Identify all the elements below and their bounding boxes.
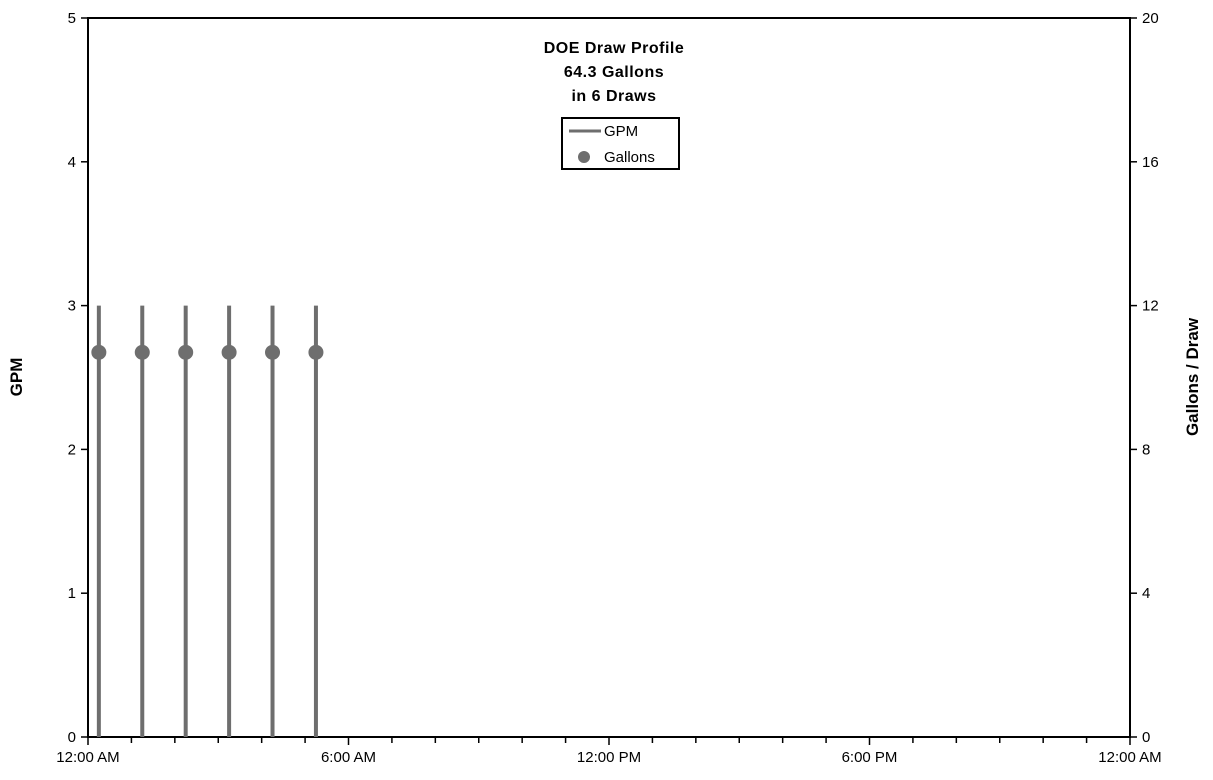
gallons-point [134, 344, 150, 360]
left-y-tick-label: 2 [68, 441, 76, 458]
x-tick-label: 12:00 AM [1098, 749, 1161, 766]
gallons-point [308, 344, 324, 360]
right-y-tick-label: 8 [1142, 441, 1150, 458]
legend-gpm-label: GPM [604, 123, 638, 140]
gpm-series [96, 305, 318, 737]
x-tick-label: 6:00 AM [321, 749, 376, 766]
chart-title-block: DOE Draw Profile 64.3 Gallons in 6 Draws [544, 40, 684, 105]
right-y-tick-label: 16 [1142, 154, 1159, 171]
gallons-point [221, 344, 237, 360]
right-axis-title: Gallons / Draw [1183, 317, 1202, 436]
left-y-tick-label: 1 [68, 585, 76, 602]
chart-title: DOE Draw Profile [544, 40, 684, 57]
chart-subtitle-line-1: 64.3 Gallons [564, 64, 664, 81]
chart-subtitle-line-2: in 6 Draws [571, 88, 656, 105]
gallons-point [178, 344, 194, 360]
right-y-tick-label: 0 [1142, 729, 1150, 746]
right-y-axis: 0 4 8 12 16 20 [1130, 10, 1159, 746]
legend: GPM Gallons [561, 117, 680, 170]
x-tick-label: 12:00 PM [577, 749, 641, 766]
left-axis-title: GPM [7, 358, 26, 397]
right-y-tick-label: 20 [1142, 10, 1159, 27]
x-tick-label: 12:00 AM [56, 749, 119, 766]
gallons-series [91, 344, 324, 360]
right-y-tick-label: 4 [1142, 585, 1150, 602]
legend-gallons-marker [578, 151, 590, 163]
left-y-tick-label: 3 [68, 298, 76, 315]
x-tick-label: 6:00 PM [842, 749, 898, 766]
left-y-tick-label: 0 [68, 729, 76, 746]
gallons-point [91, 344, 107, 360]
right-y-tick-label: 12 [1142, 298, 1159, 315]
left-y-axis: 0 1 2 3 4 5 [68, 10, 88, 746]
legend-gallons-label: Gallons [604, 149, 655, 166]
left-y-tick-label: 4 [68, 154, 76, 171]
gallons-point [265, 344, 281, 360]
x-axis: 12:00 AM 6:00 AM 12:00 PM 6:00 PM 12:00 AM [56, 737, 1162, 766]
left-y-tick-label: 5 [68, 10, 76, 27]
